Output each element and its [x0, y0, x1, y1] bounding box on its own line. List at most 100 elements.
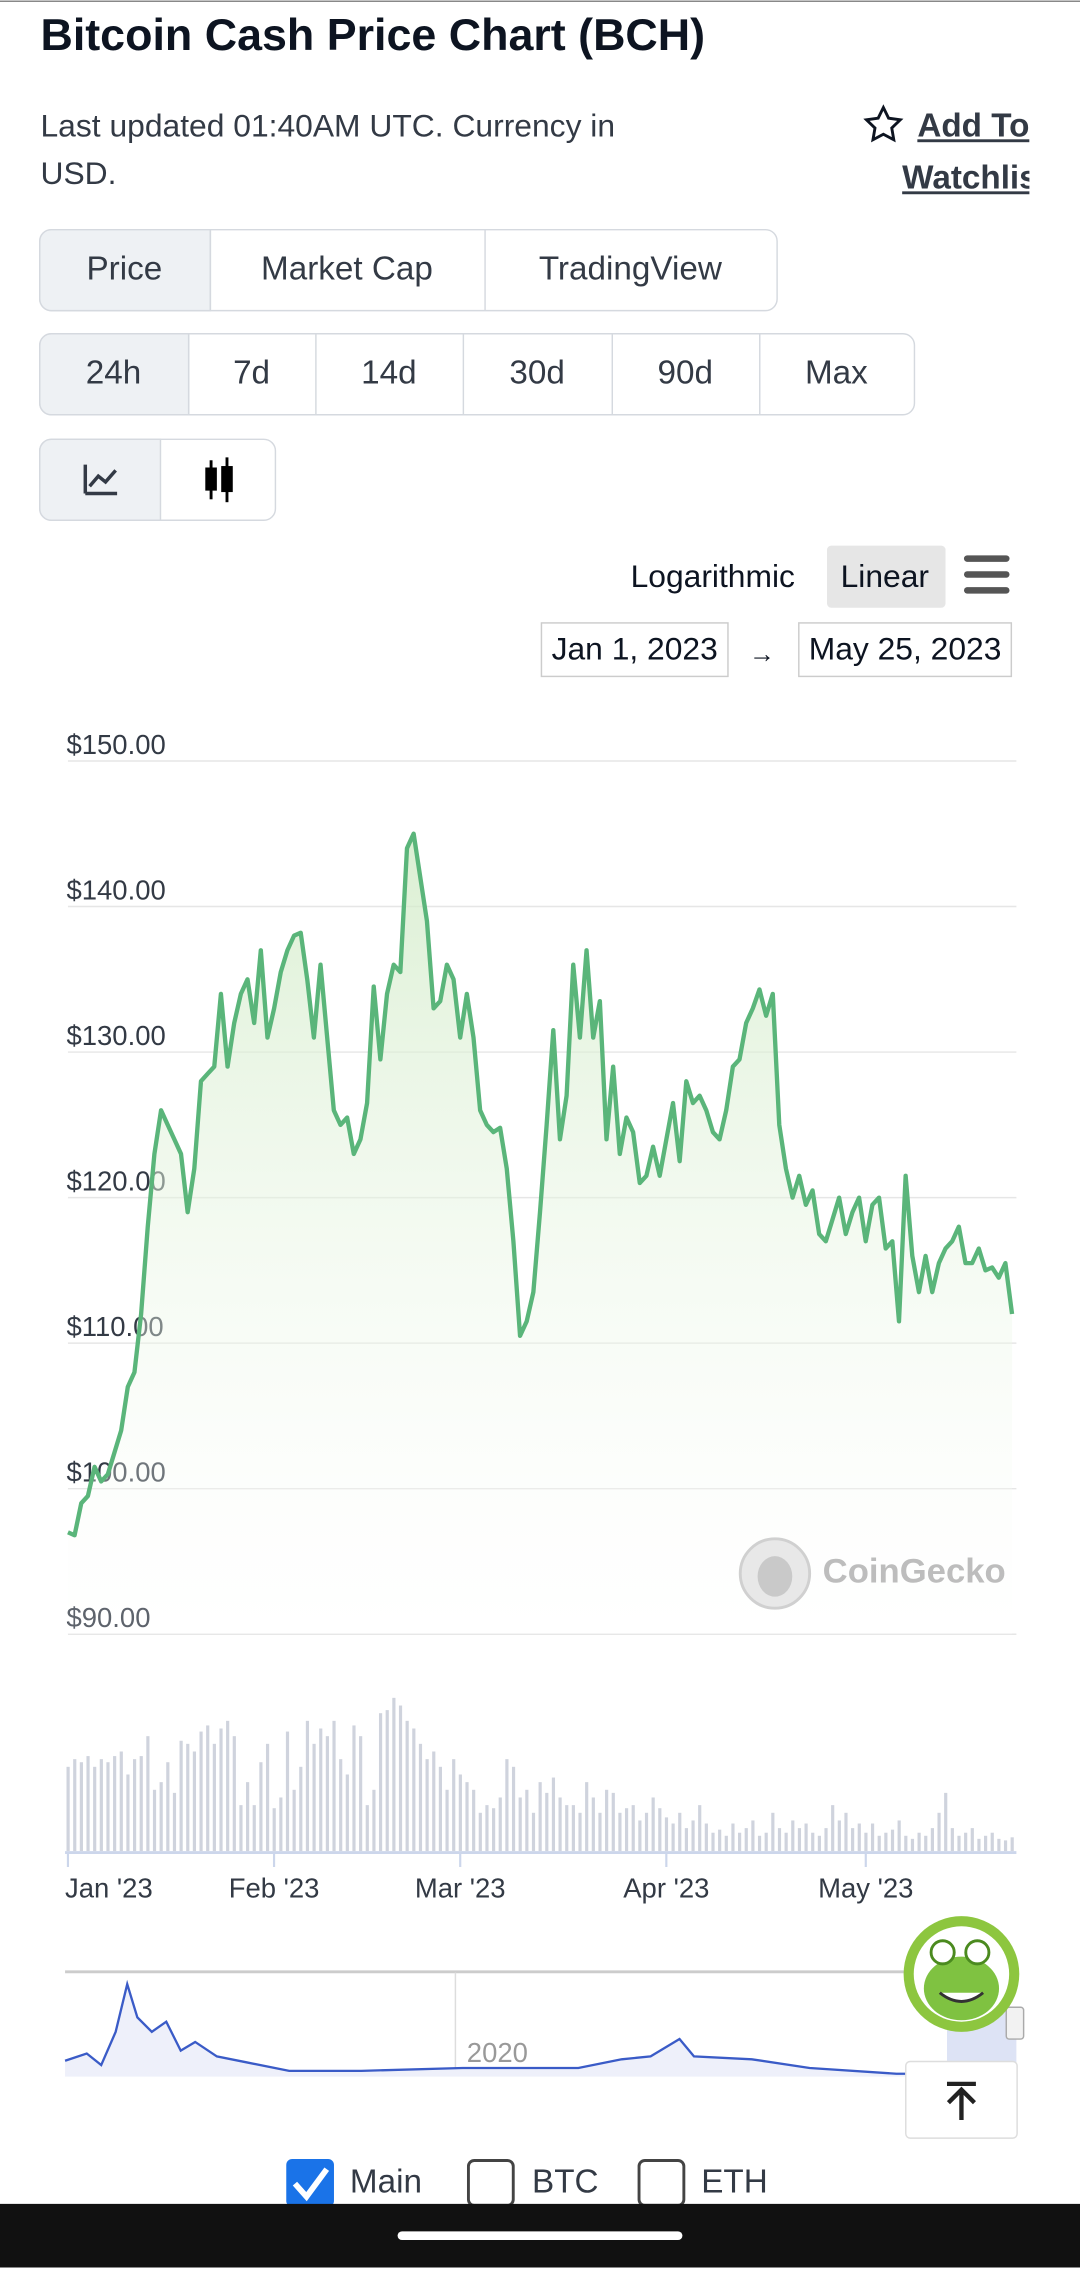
volume-bar: [631, 1805, 635, 1852]
volume-bar: [651, 1797, 655, 1852]
tabs-selected[interactable]: [39, 228, 212, 312]
volume-bar: [718, 1829, 722, 1852]
watchlist-box[interactable]: Add To Watchlist: [867, 99, 1029, 207]
volume-bar: [664, 1817, 669, 1852]
volume-bar: [890, 1829, 895, 1852]
volume-bar: [192, 1751, 197, 1852]
volume-bar: [571, 1805, 575, 1852]
volume-bar: [910, 1838, 915, 1852]
volume-bar: [166, 1762, 170, 1852]
volume-bar: [505, 1759, 509, 1852]
volume-bar: [398, 1705, 403, 1852]
volume-bar: [937, 1812, 941, 1852]
volume-bar: [492, 1808, 496, 1852]
volume-bar: [870, 1823, 875, 1852]
navigator: 2020: [64, 1970, 1025, 2077]
volume-bar: [744, 1828, 748, 1852]
log-option[interactable]: Logarithmic: [631, 558, 795, 594]
page-title: Bitcoin Cash Price Chart (BCH): [40, 10, 705, 60]
ranges-button[interactable]: 90d: [658, 355, 713, 392]
volume-bar: [917, 1832, 921, 1852]
home-indicator[interactable]: [397, 2231, 683, 2241]
volume-bar: [66, 1766, 70, 1852]
volume-bar: [392, 1697, 396, 1852]
date-to[interactable]: May 25, 2023: [809, 631, 1002, 667]
candle-icon[interactable]: [205, 457, 233, 503]
volume-bar: [897, 1820, 901, 1852]
ranges-button[interactable]: 24h: [86, 355, 141, 392]
volume-bar: [724, 1835, 728, 1852]
volume-bar: [265, 1743, 270, 1852]
ranges-selected[interactable]: [39, 333, 190, 416]
x-tick-label: May '23: [818, 1872, 913, 1903]
tabs-button[interactable]: TradingView: [539, 251, 723, 288]
volume-bar: [605, 1789, 609, 1852]
volume-bar: [684, 1828, 689, 1852]
volume-bar: [385, 1710, 389, 1852]
date-from[interactable]: Jan 1, 2023: [552, 631, 718, 667]
volume-bar: [352, 1725, 356, 1852]
watermark: CoinGecko: [738, 1537, 1006, 1610]
mascot[interactable]: [903, 1916, 1020, 2032]
volume-bar: [704, 1823, 708, 1852]
ranges-button[interactable]: 14d: [361, 355, 416, 392]
volume-bar: [997, 1838, 1001, 1852]
volume-bar: [698, 1805, 702, 1852]
tabs-button[interactable]: Market Cap: [261, 251, 433, 288]
ranges-button[interactable]: Max: [805, 355, 868, 392]
checkbox-checked[interactable]: [286, 2159, 334, 2207]
linear-option[interactable]: Linear: [841, 558, 930, 594]
volume-bar: [226, 1720, 230, 1852]
checkbox[interactable]: [466, 2159, 515, 2207]
menu-icon[interactable]: [963, 555, 1010, 594]
ranges-button[interactable]: 30d: [509, 355, 564, 392]
volume-chart: Jan '23 Feb '23 Mar '23 Apr '23 May '23: [65, 1697, 1017, 1903]
volume-bar: [232, 1736, 236, 1852]
volume-bar: [930, 1828, 935, 1852]
volume-bar: [425, 1759, 429, 1852]
date-arrow: →: [749, 638, 775, 668]
check-mark: [292, 2167, 330, 2202]
volume-bar: [206, 1725, 210, 1852]
volume-bar: [857, 1823, 861, 1852]
volume-bar: [691, 1820, 695, 1852]
volume-bar: [804, 1823, 808, 1852]
volume-bar: [791, 1820, 795, 1852]
up-icon: [946, 2081, 976, 2121]
volume-bar: [757, 1835, 762, 1852]
volume-bar: [299, 1766, 303, 1852]
volume-bar: [432, 1751, 436, 1852]
volume-bar: [93, 1766, 97, 1852]
volume-bar: [964, 1832, 968, 1852]
watchlist-link[interactable]: Add To Watchlist: [902, 106, 1030, 196]
ranges-button[interactable]: 7d: [233, 355, 270, 392]
volume-bar: [285, 1731, 290, 1852]
compare-label[interactable]: BTC: [532, 2163, 599, 2200]
volume-bar: [731, 1823, 735, 1852]
volume-bar: [312, 1743, 316, 1852]
volume-bar: [525, 1789, 529, 1852]
volume-bar: [624, 1808, 629, 1852]
volume-bar: [618, 1812, 622, 1852]
volume-bar: [844, 1812, 848, 1852]
y-tick-label: $150.00: [67, 729, 166, 760]
volume-bar: [851, 1828, 855, 1852]
updated-text: Last updated 01:40AM UTC. Currency in US…: [40, 107, 616, 192]
volume-bar: [458, 1774, 462, 1852]
volume-bar: [332, 1720, 336, 1852]
date-from-box[interactable]: [540, 622, 729, 678]
volume-bar: [824, 1828, 828, 1852]
tabs-button[interactable]: Price: [86, 251, 162, 288]
volume-bar: [412, 1728, 416, 1852]
volume-bar: [132, 1759, 137, 1852]
volume-bar: [246, 1782, 250, 1852]
volume-bar: [977, 1838, 981, 1852]
star-icon[interactable]: [863, 104, 904, 143]
date-to-box[interactable]: [798, 622, 1013, 678]
volume-bar: [405, 1720, 409, 1852]
compare-label[interactable]: Main: [350, 2163, 422, 2200]
compare-label[interactable]: ETH: [701, 2163, 768, 2200]
checkbox[interactable]: [637, 2159, 686, 2207]
volume-bar: [950, 1828, 954, 1852]
volume-bar: [378, 1713, 383, 1852]
